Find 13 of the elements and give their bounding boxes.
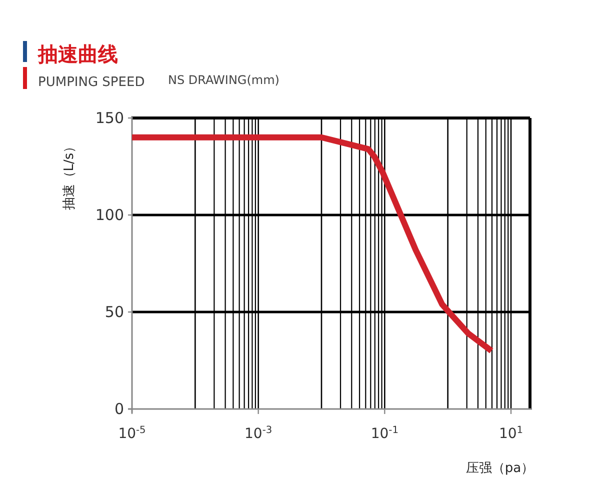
x-tick-label: 10$^{-5}$: [118, 424, 146, 442]
y-tick-label: 150: [95, 109, 124, 127]
chart-subtitle: PUMPING SPEED: [38, 75, 145, 90]
text: NS DRAWING(mm): [168, 73, 280, 87]
x-tick-label: 10$^{-1}$: [370, 424, 398, 442]
x-tick-label: 10$^{1}$: [498, 424, 524, 442]
y-tick-label: 50: [104, 303, 124, 321]
x-axis-title: 压强（pa）: [466, 461, 534, 476]
x-tick-label: 10$^{-3}$: [244, 424, 272, 442]
chart-title: 抽速曲线: [37, 42, 118, 66]
y-tick-label: 100: [95, 206, 124, 224]
y-axis-title: 抽速（L/s）: [62, 140, 77, 210]
y-tick-label: 0: [114, 400, 124, 418]
